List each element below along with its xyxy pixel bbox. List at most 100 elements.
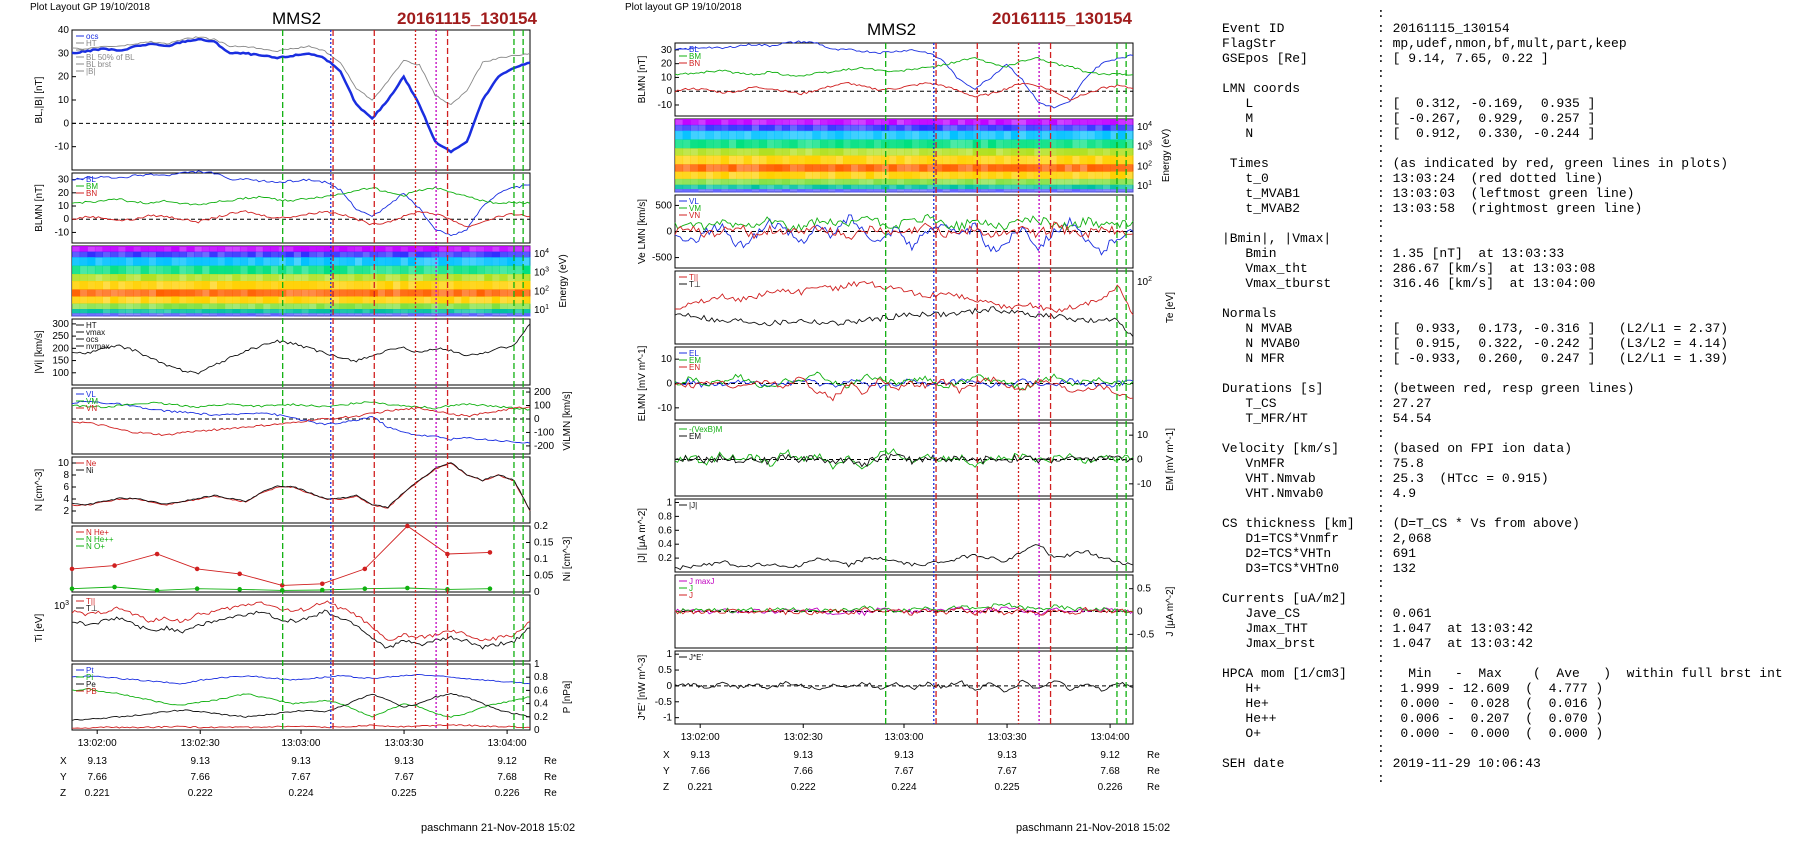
legend-entry: BM [689,52,701,61]
spectrogram-cell [1003,164,1012,173]
spectrogram-cell [171,251,180,258]
spectrogram-cell [186,257,195,267]
y-tick-label: 103 [1137,141,1152,153]
spectrogram-cell [453,281,462,290]
spectrogram-cell [148,257,157,267]
spectrogram-cell [285,303,294,310]
legend-entry: VL [86,390,96,399]
data-point [279,583,285,588]
spectrogram-cell [438,265,447,275]
summary-value: : [ 0.915, 0.322, -0.242 ] (L3/L2 = 4.14… [1377,336,1729,351]
spectrogram-cell [415,313,424,317]
spectrogram-cell [87,246,96,253]
spectrogram-cell [911,155,920,165]
spectrogram-cell [697,164,707,173]
spectrogram-cell [1087,184,1096,190]
spectrogram-cell [323,257,333,267]
y-tick-label: 200 [534,387,551,398]
spectrogram-cell [438,281,447,290]
y-tick-label: -10 [55,227,70,238]
position-value: 0.224 [891,782,916,793]
spectrogram-cell [758,164,768,173]
spectrogram-cell [339,281,348,290]
spectrogram-cell [842,178,852,186]
spectrogram-cell [713,164,722,173]
spectrogram-cell [110,265,119,275]
spectrogram-cell [965,171,974,180]
spectrogram-cell [1056,119,1065,126]
position-value: 7.67 [997,766,1017,777]
spectrogram-cell [888,119,897,126]
spectrogram-cell [1087,124,1096,132]
position-value: 7.66 [87,772,107,783]
position-value: 0.222 [188,788,213,799]
legend-entry: J maxJ [689,577,714,586]
data-point [362,566,368,572]
spectrogram-cell [94,281,104,290]
spectrogram-cell [484,251,493,258]
spectrogram-cell [1010,155,1019,165]
spectrogram-cell [774,189,783,193]
spectrogram-cell [155,274,165,282]
spectrogram-cell [804,171,813,180]
spectrogram-cell [392,281,401,290]
spectrogram-cell [362,313,371,317]
spectrogram-cell [453,289,462,297]
spectrogram-cell [178,313,187,317]
spectrogram-cell [72,246,81,253]
spectrogram-cell [262,313,271,317]
spectrogram-cell [980,189,989,193]
spectrogram-cell [94,296,104,304]
spectrogram-cell [781,124,790,132]
spectrogram-cell [423,303,432,310]
x-tick-label: 13:03:00 [282,738,321,749]
spectrogram-cell [926,155,936,165]
spectrogram-cell [705,178,714,186]
spectrogram-cell [820,184,829,190]
x-tick-label: 13:04:00 [488,738,527,749]
spectrogram-cell [232,303,241,310]
summary-value: : 13:03:03 (leftmost green line) [1377,186,1635,201]
spectrogram-cell [1049,189,1058,193]
spectrogram-cell [804,124,813,132]
legend-entry: T|| [86,597,95,606]
data-point [487,586,493,591]
spectrogram-cell [766,124,775,132]
series-line-pt [71,674,531,685]
spectrogram-cell [835,119,844,126]
summary-value: : 0.000 - 0.028 ( 0.016 ) [1377,696,1604,711]
y-tick-label: -200 [534,441,554,452]
spectrogram-cell [415,257,424,267]
spectrogram-cell [446,309,455,314]
spectrogram-cell [186,265,195,275]
legend-entry: N He++ [86,535,114,544]
spectrogram-cell [217,257,226,267]
legend-entry: BL [86,175,96,184]
spectrogram-cell [1033,139,1042,149]
spectrogram-cell [713,155,722,165]
spectrogram-cell [468,303,478,310]
spectrogram-cell [293,309,302,314]
y-axis-label: Ni [cm^-3] [562,536,573,581]
spectrogram-cell [736,189,745,193]
series-line-ne [71,462,531,512]
spectrogram-cell [224,257,233,267]
spectrogram-cell [987,178,997,186]
right-layout-label: Plot layout GP 19/10/2018 [625,2,742,13]
spectrogram-cell [163,257,172,267]
spectrogram-cell [224,281,233,290]
spectrogram-cell [781,130,790,140]
position-value: 9.13 [690,750,710,761]
summary-value: : [ 0.933, 0.173, -0.316 ] (L2/L1 = 2.37… [1377,321,1729,336]
spectrogram-cell [407,313,416,317]
spectrogram-cell [766,171,775,180]
spectrogram-cell [94,303,104,310]
summary-line: VHT.Nmvab: 25.3 (HTcc = 0.915) [1222,471,1783,486]
spectrogram-cell [133,303,142,310]
spectrogram-cell [438,274,447,282]
spectrogram-cell [331,289,340,297]
spectrogram-cell [323,281,333,290]
spectrogram-cell [400,313,409,317]
spectrogram-cell [1117,164,1126,173]
spectrogram-cell [194,265,203,275]
